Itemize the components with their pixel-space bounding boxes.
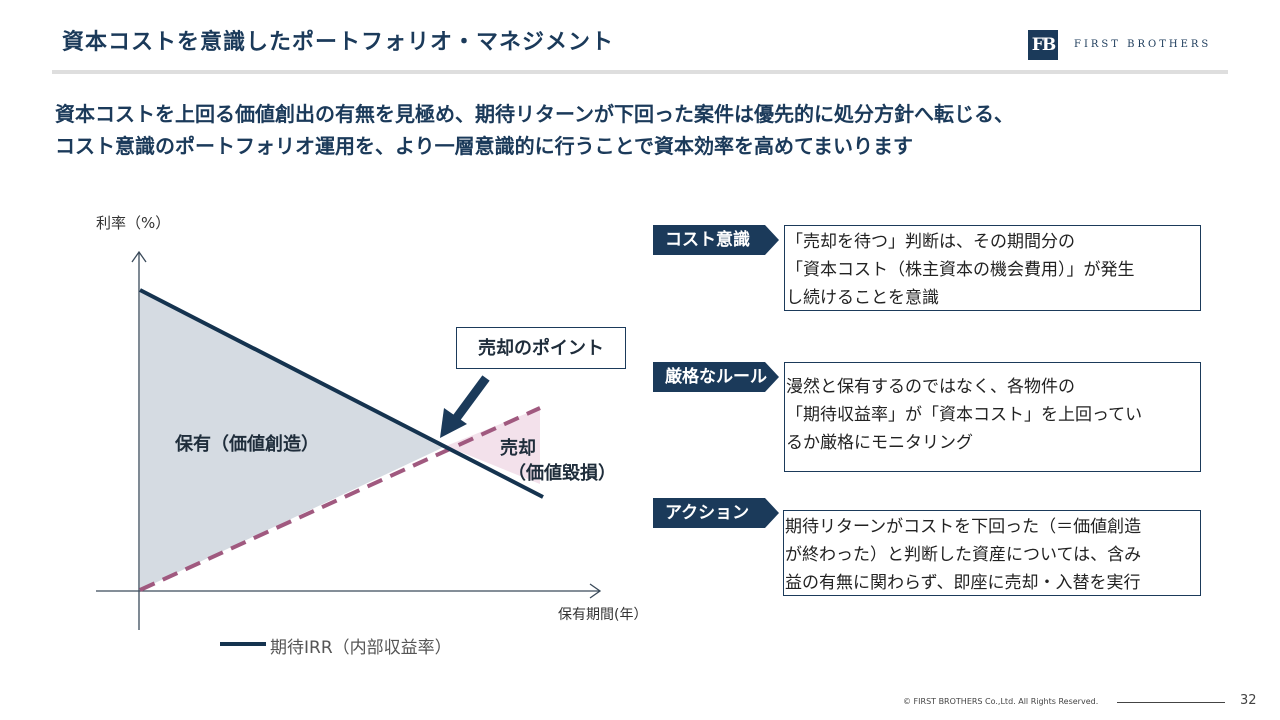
tag-cost-awareness: コスト意識 (653, 225, 779, 255)
hold-area-label: 保有（価値創造） (175, 434, 319, 455)
expected-irr-line (139, 288, 544, 499)
tag-strict-rule: 厳格なルール (653, 362, 779, 392)
x-axis-label: 保有期間(年） (558, 607, 648, 623)
x-axis-arrow (589, 583, 602, 599)
point-box-strict-rule: 漫然と保有するのではなく、各物件の 「期待収益率」が「資本コスト」を上回ってい … (784, 362, 1201, 472)
title-divider (52, 70, 1228, 74)
point-line: 「期待収益率」が「資本コスト」を上回ってい (786, 405, 1143, 425)
sell-area-label: 売却 (500, 438, 536, 459)
y-axis-arrow (131, 250, 147, 263)
sell-area-sublabel: （価値毀損） (508, 463, 616, 484)
point-line: 「売却を待つ」判断は、その期間分の (786, 232, 1075, 252)
point-line: 期待リターンがコストを下回った（＝価値創造 (785, 517, 1142, 537)
hold-area (140, 290, 446, 590)
callout-arrow-head (440, 408, 467, 438)
point-line: 漫然と保有するのではなく、各物件の (786, 377, 1075, 397)
page-number: 32 (1240, 693, 1257, 708)
footer-divider (1117, 702, 1225, 703)
point-line: が終わった）と判断した資産については、含み (785, 545, 1142, 565)
point-line: るか厳格にモニタリング (786, 433, 973, 453)
point-box-action: 期待リターンがコストを下回った（＝価値創造 が終わった）と判断した資産については… (783, 510, 1201, 596)
tag-action: アクション (653, 498, 779, 528)
sell-area (446, 408, 540, 484)
point-box-cost-awareness: 「売却を待つ」判断は、その期間分の 「資本コスト（株主資本の機会費用）」が発生 … (784, 225, 1201, 311)
lead-message: 資本コストを上回る価値創出の有無を見極め、期待リターンが下回った案件は優先的に処… (55, 98, 1014, 162)
y-axis-label: 利率（%） (96, 214, 171, 232)
company-logo-text: FIRST BROTHERS (1074, 39, 1212, 50)
page-title: 資本コストを意識したポートフォリオ・マネジメント (62, 30, 615, 55)
lead-line-2: コスト意識のポートフォリオ運用を、より一層意識的に行うことで資本効率を高めてまい… (55, 134, 913, 158)
point-line: 益の有無に関わらず、即座に売却・入替を実行 (785, 573, 1141, 593)
copyright-text: © FIRST BROTHERS Co.,Ltd. All Rights Res… (903, 697, 1099, 706)
callout-arrow-shaft (451, 375, 490, 423)
sell-point-callout: 売却のポイント (456, 327, 626, 369)
lead-line-1: 資本コストを上回る価値創出の有無を見極め、期待リターンが下回った案件は優先的に処… (55, 102, 1014, 126)
point-line: 「資本コスト（株主資本の機会費用）」が発生 (786, 260, 1135, 280)
company-logo-mark: FB (1028, 30, 1058, 60)
legend-irr-label: 期待IRR（内部収益率） (270, 638, 452, 658)
point-line: し続けることを意識 (786, 288, 939, 308)
legend-irr-swatch (220, 642, 266, 646)
